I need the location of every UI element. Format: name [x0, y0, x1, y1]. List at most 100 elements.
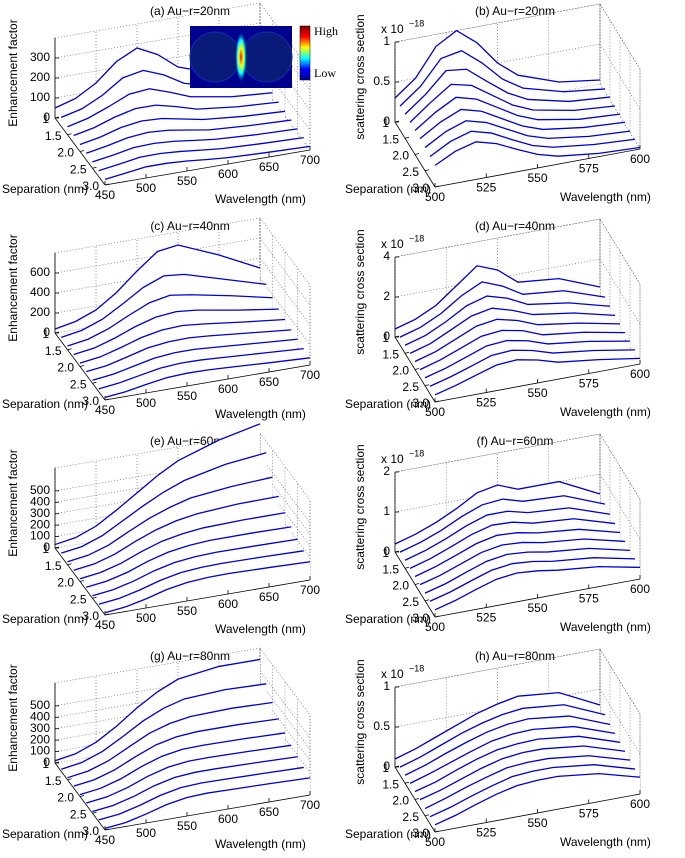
z-axis-label: scattering cross section: [353, 659, 367, 784]
y-tick-label: 2.0: [392, 794, 409, 808]
panel: (f) Au−r=60nm 500 525 550 575 600 1 1.5 2.0 2.5 3.…: [345, 432, 651, 634]
curve: [104, 561, 311, 614]
x-tick-label: 700: [300, 153, 320, 167]
z-scale-exponent: −18: [409, 448, 424, 458]
curve: [399, 281, 606, 338]
grid-line: [259, 489, 311, 558]
y-tick: [92, 811, 97, 814]
grid-line: [259, 682, 311, 750]
curve: [98, 136, 304, 172]
z-tick-label: 0: [43, 755, 50, 769]
x-tick-label: 550: [177, 389, 197, 403]
curve: [61, 683, 267, 770]
curve: [394, 480, 601, 545]
grid-line: [599, 433, 641, 500]
x-tick-label: 550: [527, 171, 547, 185]
z-tick-label: 100: [30, 744, 50, 758]
grid-line: [259, 478, 311, 546]
grid-line: [259, 62, 311, 131]
z-scale-exponent: −18: [409, 233, 424, 243]
curve: [429, 764, 636, 818]
curve: [98, 766, 304, 821]
y-tick-label: 1.5: [45, 344, 62, 358]
y-tick: [79, 580, 85, 582]
y-tick: [434, 830, 440, 833]
x-tick-label: 450: [95, 403, 115, 417]
x-axis-label: Wavelength (nm): [560, 405, 651, 419]
curve-mask: [105, 357, 310, 400]
curve: [86, 329, 292, 373]
x-tick-label: 550: [177, 819, 197, 833]
curve: [394, 29, 601, 99]
grid-line: [259, 277, 311, 346]
z-tick-label: 0.5: [373, 719, 390, 733]
inset-hotspot: [235, 31, 247, 83]
x-tick-label: 600: [630, 582, 650, 596]
curve: [419, 329, 626, 371]
curve-mask: [435, 773, 640, 832]
y-tick-label: 1.5: [45, 559, 62, 573]
y-axis-label: Separation (nm): [345, 182, 431, 196]
z-tick-label: 300: [30, 50, 50, 64]
curve: [67, 701, 273, 779]
y-tick: [424, 169, 430, 172]
y-tick-label: 1: [42, 757, 49, 771]
curve: [92, 338, 298, 381]
y-tick-label: 1.5: [382, 562, 399, 576]
wall-outline: [259, 217, 311, 366]
y-tick-label: 1: [382, 761, 389, 775]
z-tick-label: 0: [383, 329, 390, 343]
y-tick-label: 3.0: [82, 609, 99, 623]
z-axis-label: Enhancement factor: [6, 234, 20, 341]
grid-line: [259, 455, 311, 524]
x-tick-label: 550: [177, 604, 197, 618]
curve: [73, 495, 279, 571]
y-tick-label: 1.5: [382, 347, 399, 361]
panel-title: (f) Au−r=60nm: [477, 434, 554, 448]
y-tick: [404, 781, 410, 784]
grid-line: [599, 43, 641, 110]
curve: [54, 423, 261, 546]
y-tick: [67, 563, 72, 566]
x-tick-label: 600: [218, 167, 238, 181]
z-tick-label: 400: [30, 285, 50, 299]
grid-line: [599, 83, 641, 150]
z-tick-label: 300: [30, 721, 50, 735]
grid-line: [599, 218, 641, 285]
z-tick-label: 200: [30, 517, 50, 531]
x-axis: [104, 794, 311, 831]
z-tick-label: 100: [30, 90, 50, 104]
x-axis: [104, 364, 311, 401]
x-tick-label: 525: [476, 181, 496, 195]
z-tick-label: 200: [30, 305, 50, 319]
curve-mask: [61, 452, 267, 557]
x-tick-label: 500: [425, 620, 445, 634]
y-tick: [67, 133, 72, 136]
y-tick-label: 1: [382, 116, 389, 130]
x-axis-label: Wavelength (nm): [215, 192, 306, 206]
y-tick: [434, 400, 440, 403]
x-tick-label: 600: [630, 797, 650, 811]
curve: [104, 777, 311, 830]
y-axis-label: Separation (nm): [2, 612, 88, 626]
z-tick-label: 0: [43, 540, 50, 554]
curve: [409, 83, 616, 123]
grid-line: [259, 257, 311, 326]
curve: [79, 732, 286, 796]
grid-line: [259, 42, 311, 111]
y-tick: [92, 596, 97, 599]
curve: [404, 507, 611, 561]
curve: [98, 550, 304, 605]
curve-mask: [105, 146, 310, 185]
y-tick-label: 2.5: [70, 162, 87, 176]
curve: [424, 339, 631, 379]
z-axis-label: Enhancement factor: [6, 19, 20, 126]
y-tick-label: 2.0: [392, 579, 409, 593]
curve: [104, 357, 311, 399]
x-tick-label: 700: [300, 368, 320, 382]
curve-mask: [98, 348, 304, 392]
z-scale-exponent: −18: [409, 663, 424, 673]
wall-outline: [599, 432, 641, 581]
z-axis-label: scattering cross section: [353, 229, 367, 354]
curve: [86, 744, 292, 804]
